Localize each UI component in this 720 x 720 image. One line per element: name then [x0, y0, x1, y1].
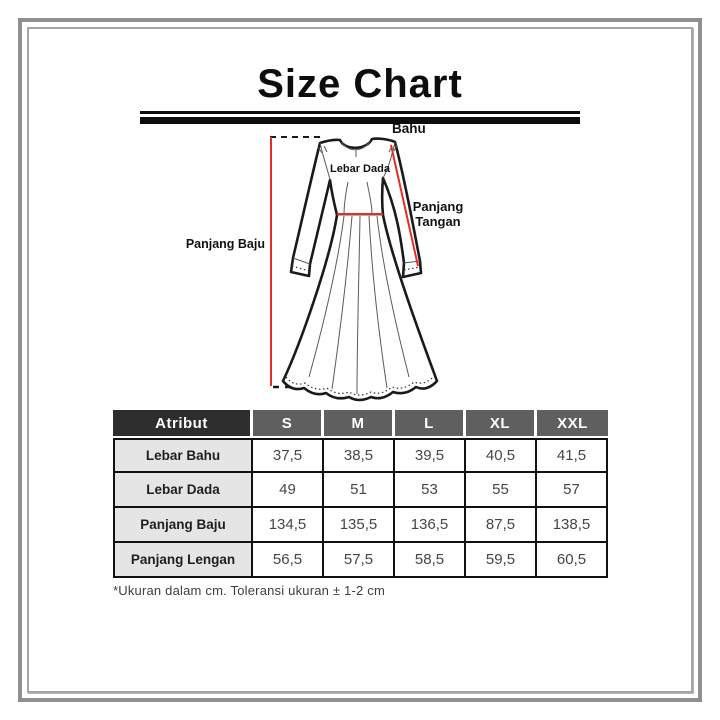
- value-cell: 41,5: [537, 438, 608, 473]
- cuff-stitch-lines: [291, 265, 421, 272]
- size-table: Atribut S M L XL XXL Lebar Bahu 37,5 38,…: [113, 410, 608, 578]
- title-divider-thick-line: [140, 117, 580, 124]
- value-cell: 53: [395, 473, 466, 508]
- collar-seam: [341, 140, 371, 151]
- value-cell: 136,5: [395, 508, 466, 543]
- left-cuff-seam: [292, 257, 311, 265]
- row-label-lebar-bahu: Lebar Bahu: [113, 438, 253, 473]
- dress-length-label: Panjang Baju: [185, 237, 265, 251]
- row-label-panjang-baju: Panjang Baju: [113, 508, 253, 543]
- dress-diagram: [270, 136, 439, 402]
- value-cell: 138,5: [537, 508, 608, 543]
- left-armhole-seam: [319, 142, 331, 181]
- value-cell: 58,5: [395, 543, 466, 578]
- value-cell: 49: [253, 473, 324, 508]
- value-cell: 37,5: [253, 438, 324, 473]
- right-princess-seam: [366, 181, 373, 216]
- value-cell: 134,5: [253, 508, 324, 543]
- header-cell-atribut: Atribut: [113, 410, 253, 438]
- chest-width-label: Lebar Dada: [330, 163, 390, 175]
- header-cell-m: M: [324, 410, 395, 438]
- row-label-panjang-lengan: Panjang Lengan: [113, 543, 253, 578]
- sleeve-length-measure-line: [390, 144, 419, 267]
- value-cell: 39,5: [395, 438, 466, 473]
- skirt-pleat-lines: [308, 215, 410, 395]
- left-princess-seam: [343, 181, 349, 216]
- right-armhole-seam: [382, 141, 396, 179]
- value-cell: 135,5: [324, 508, 395, 543]
- shoulder-label: Bahu: [392, 121, 426, 136]
- outer-frame-border: [18, 18, 702, 702]
- value-cell: 60,5: [537, 543, 608, 578]
- title-divider-thin-line: [140, 111, 580, 114]
- inner-frame-border: [27, 27, 693, 693]
- value-cell: 38,5: [324, 438, 395, 473]
- value-cell: 56,5: [253, 543, 324, 578]
- header-cell-s: S: [253, 410, 324, 438]
- hem-stitch-line: [285, 375, 435, 396]
- value-cell: 59,5: [466, 543, 537, 578]
- value-cell: 57,5: [324, 543, 395, 578]
- title-divider: [140, 111, 580, 124]
- header-cell-l: L: [395, 410, 466, 438]
- value-cell: 57: [537, 473, 608, 508]
- dress-outline: [281, 137, 439, 402]
- page-title: Size Chart: [257, 62, 463, 106]
- row-label-lebar-dada: Lebar Dada: [113, 473, 253, 508]
- value-cell: 51: [324, 473, 395, 508]
- footnote: *Ukuran dalam cm. Toleransi ukuran ± 1-2…: [113, 583, 385, 598]
- header-cell-xxl: XXL: [537, 410, 608, 438]
- value-cell: 87,5: [466, 508, 537, 543]
- sleeve-length-label: Panjang Tangan: [412, 199, 464, 230]
- value-cell: 40,5: [466, 438, 537, 473]
- shoulder-gather-marks: [317, 144, 398, 154]
- value-cell: 55: [466, 473, 537, 508]
- header-cell-xl: XL: [466, 410, 537, 438]
